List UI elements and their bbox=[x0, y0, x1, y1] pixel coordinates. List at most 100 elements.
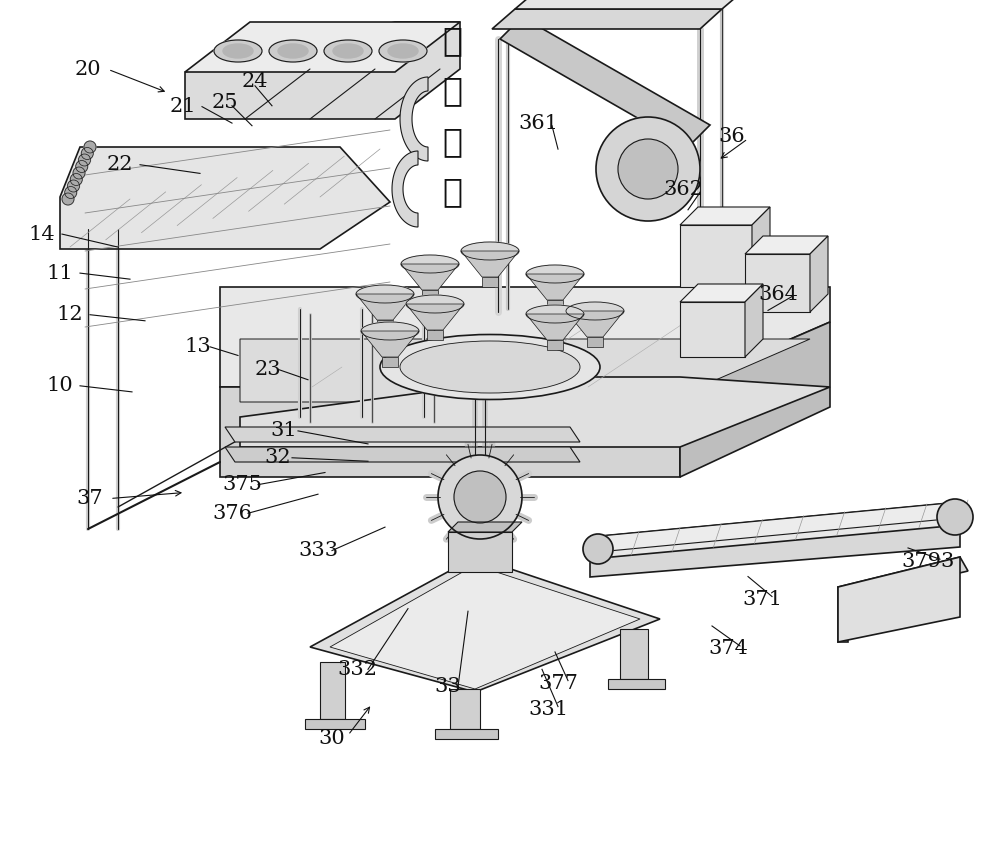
Text: 31: 31 bbox=[271, 421, 297, 440]
Text: 25: 25 bbox=[212, 93, 238, 112]
Text: 376: 376 bbox=[212, 504, 252, 523]
Polygon shape bbox=[620, 629, 648, 679]
Text: 塑: 塑 bbox=[442, 24, 462, 57]
Polygon shape bbox=[515, 0, 742, 9]
Polygon shape bbox=[566, 311, 624, 337]
Ellipse shape bbox=[269, 40, 317, 62]
Text: 14: 14 bbox=[29, 225, 55, 244]
Polygon shape bbox=[492, 9, 722, 29]
Ellipse shape bbox=[361, 322, 419, 340]
Polygon shape bbox=[330, 565, 640, 689]
Circle shape bbox=[62, 193, 74, 205]
Ellipse shape bbox=[333, 44, 363, 58]
Circle shape bbox=[73, 167, 85, 179]
Text: 333: 333 bbox=[298, 541, 338, 560]
Circle shape bbox=[618, 139, 678, 199]
Text: 21: 21 bbox=[170, 97, 196, 116]
Text: 32: 32 bbox=[265, 448, 291, 467]
Text: 盒: 盒 bbox=[442, 175, 462, 208]
Polygon shape bbox=[838, 557, 968, 599]
Circle shape bbox=[78, 154, 90, 166]
Polygon shape bbox=[422, 290, 438, 300]
Polygon shape bbox=[745, 284, 763, 357]
Text: 料: 料 bbox=[442, 75, 462, 108]
Polygon shape bbox=[361, 331, 419, 357]
Polygon shape bbox=[680, 284, 763, 302]
Polygon shape bbox=[680, 302, 745, 357]
Polygon shape bbox=[450, 689, 480, 729]
Ellipse shape bbox=[379, 40, 427, 62]
Ellipse shape bbox=[324, 40, 372, 62]
Text: 371: 371 bbox=[742, 590, 782, 610]
Ellipse shape bbox=[461, 242, 519, 260]
Ellipse shape bbox=[388, 44, 418, 58]
Text: 364: 364 bbox=[758, 285, 798, 304]
Polygon shape bbox=[310, 557, 660, 692]
Ellipse shape bbox=[526, 265, 584, 283]
Ellipse shape bbox=[406, 295, 464, 313]
Circle shape bbox=[68, 180, 80, 192]
Text: 11: 11 bbox=[47, 264, 73, 283]
Polygon shape bbox=[401, 264, 459, 290]
Text: 377: 377 bbox=[538, 674, 578, 693]
Ellipse shape bbox=[526, 305, 584, 323]
Circle shape bbox=[438, 455, 522, 539]
Polygon shape bbox=[745, 254, 810, 312]
Text: 10: 10 bbox=[47, 376, 73, 395]
Text: 30: 30 bbox=[319, 729, 345, 748]
Polygon shape bbox=[752, 207, 770, 287]
Polygon shape bbox=[680, 225, 752, 287]
Circle shape bbox=[76, 160, 88, 173]
Circle shape bbox=[81, 147, 93, 160]
Polygon shape bbox=[427, 330, 443, 340]
Polygon shape bbox=[680, 322, 830, 477]
Circle shape bbox=[454, 471, 506, 523]
Polygon shape bbox=[305, 719, 365, 729]
Circle shape bbox=[84, 141, 96, 153]
Polygon shape bbox=[745, 236, 828, 254]
Polygon shape bbox=[185, 22, 460, 119]
Ellipse shape bbox=[356, 285, 414, 303]
Polygon shape bbox=[448, 522, 522, 532]
Polygon shape bbox=[526, 314, 584, 340]
Polygon shape bbox=[220, 287, 830, 387]
Text: 3793: 3793 bbox=[901, 552, 955, 571]
Text: 餐: 餐 bbox=[442, 125, 462, 158]
Ellipse shape bbox=[401, 255, 459, 273]
Polygon shape bbox=[590, 502, 968, 552]
Text: 331: 331 bbox=[528, 700, 568, 719]
Polygon shape bbox=[392, 151, 418, 227]
Polygon shape bbox=[500, 17, 710, 147]
Polygon shape bbox=[225, 447, 580, 462]
Text: 12: 12 bbox=[57, 305, 83, 324]
Polygon shape bbox=[587, 337, 603, 347]
Circle shape bbox=[583, 534, 613, 564]
Polygon shape bbox=[547, 300, 563, 310]
Polygon shape bbox=[680, 207, 770, 225]
Ellipse shape bbox=[566, 302, 624, 320]
Polygon shape bbox=[382, 357, 398, 367]
Text: 20: 20 bbox=[75, 60, 101, 79]
Text: 374: 374 bbox=[708, 639, 748, 658]
Text: 33: 33 bbox=[435, 677, 461, 696]
Circle shape bbox=[65, 186, 77, 199]
Ellipse shape bbox=[380, 335, 600, 400]
Text: 361: 361 bbox=[518, 114, 558, 133]
Polygon shape bbox=[838, 557, 960, 642]
Polygon shape bbox=[377, 320, 393, 330]
Polygon shape bbox=[547, 340, 563, 350]
Ellipse shape bbox=[214, 40, 262, 62]
Polygon shape bbox=[320, 662, 345, 719]
Polygon shape bbox=[448, 532, 512, 572]
Text: 13: 13 bbox=[185, 337, 211, 356]
Text: 22: 22 bbox=[107, 155, 133, 174]
Text: 375: 375 bbox=[222, 475, 262, 494]
Polygon shape bbox=[590, 525, 960, 577]
Polygon shape bbox=[356, 294, 414, 320]
Polygon shape bbox=[60, 147, 390, 249]
Text: 36: 36 bbox=[719, 127, 745, 146]
Ellipse shape bbox=[400, 341, 580, 393]
Polygon shape bbox=[590, 502, 968, 559]
Polygon shape bbox=[526, 274, 584, 300]
Circle shape bbox=[937, 499, 973, 535]
